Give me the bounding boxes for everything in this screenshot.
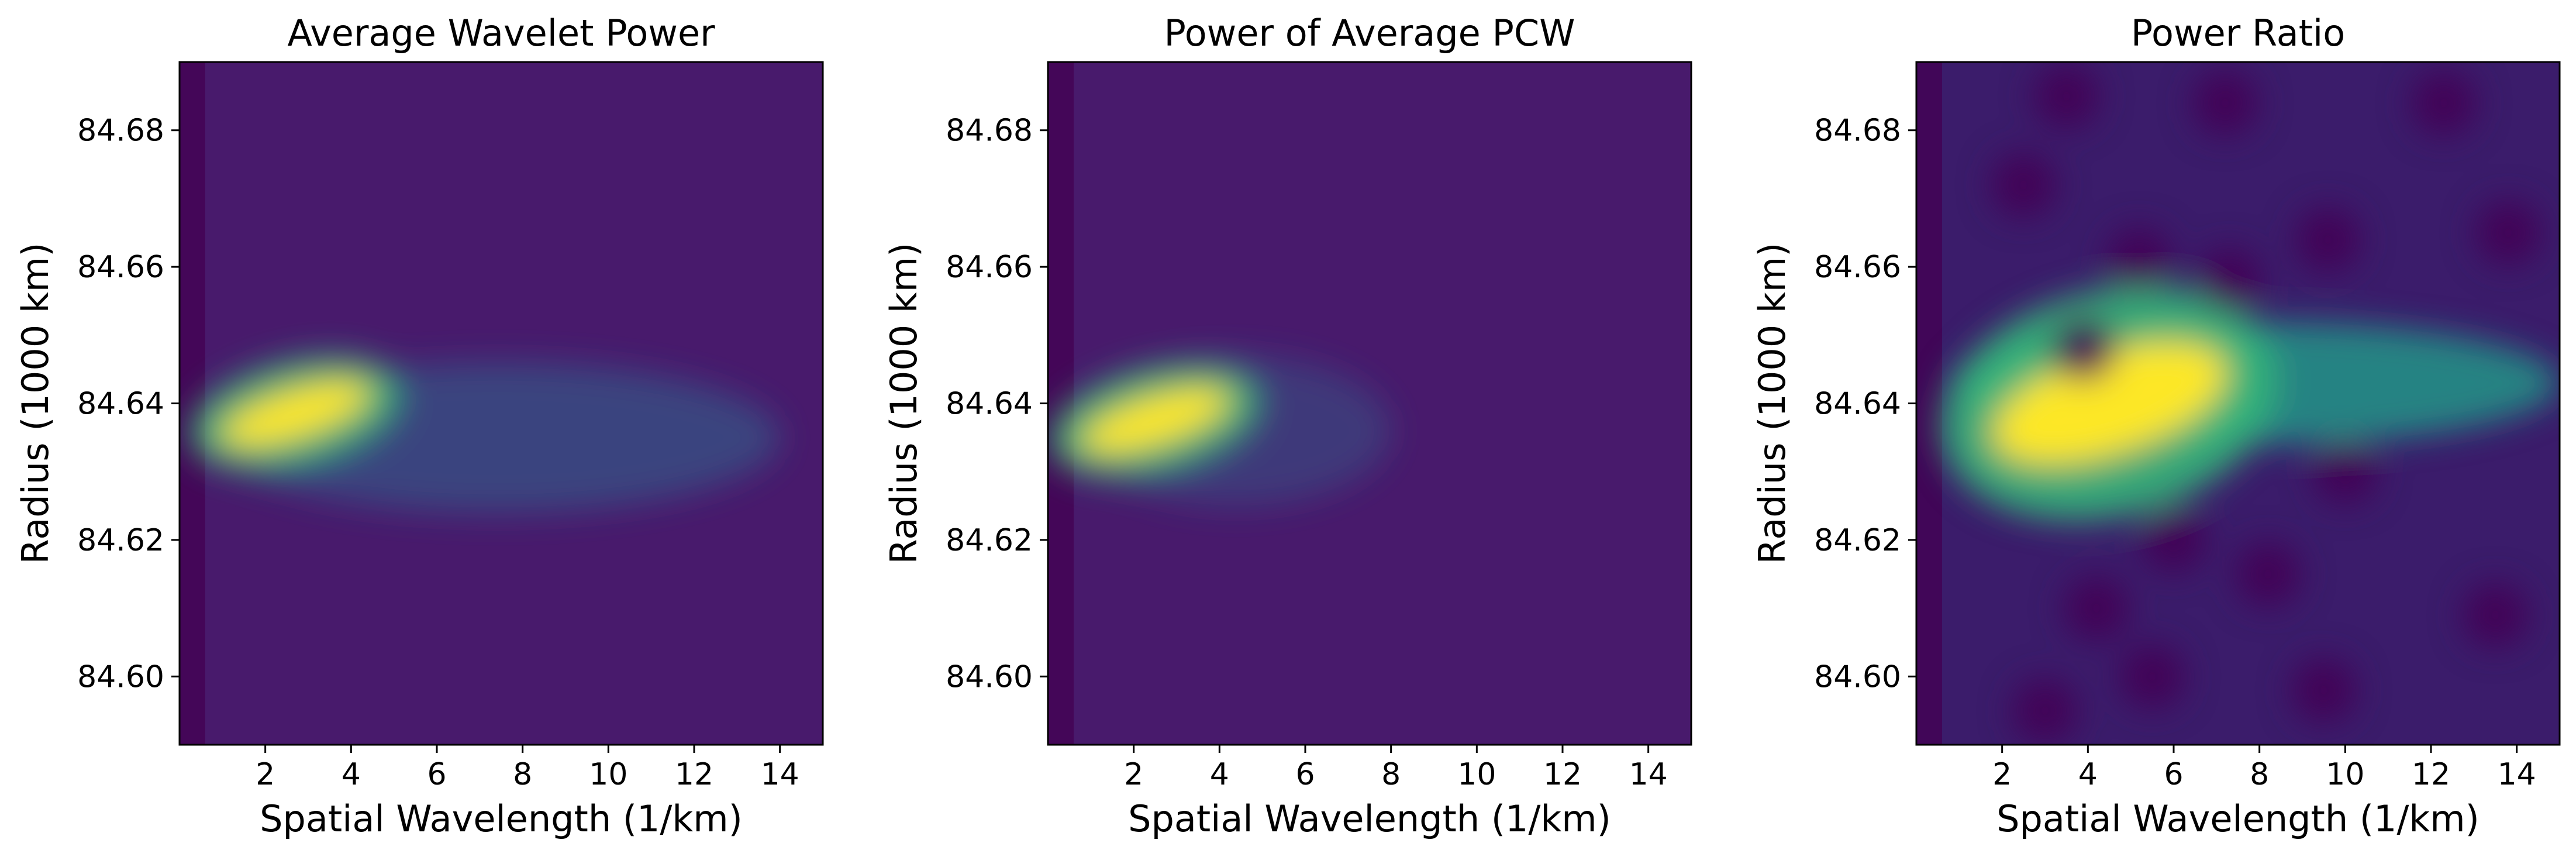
x-axis-label: Spatial Wavelength (1/km) — [260, 797, 743, 840]
y-axis-label: Radius (1000 km) — [1751, 243, 1794, 565]
y-tick-label: 84.66 — [77, 250, 164, 285]
y-tick-label: 84.68 — [1814, 113, 1901, 149]
ratio-minimum — [2291, 658, 2356, 723]
panel-3: 2 4 6 8 10 12 14 84.60 84.62 84.64 84.66 84.68 Power… — [1751, 12, 2561, 840]
x-tick-label: 14 — [761, 757, 799, 792]
peak-feature — [1081, 387, 1229, 454]
ratio-minimum — [2013, 678, 2077, 743]
x-tick-label: 12 — [1543, 757, 1582, 792]
y-tick-label: 84.64 — [1814, 387, 1901, 422]
y-tick-label: 84.64 — [946, 387, 1033, 422]
x-tick-label: 10 — [589, 757, 627, 792]
ratio-minimum — [2142, 507, 2206, 572]
y-tick-label: 84.66 — [1814, 250, 1901, 285]
x-tick-label: 10 — [1457, 757, 1496, 792]
ratio-minimum — [2313, 439, 2378, 504]
x-tick-label: 2 — [1124, 757, 1143, 792]
x-tick-label: 8 — [2250, 757, 2269, 792]
y-tick-label: 84.60 — [1814, 659, 1901, 694]
x-axis-label: Spatial Wavelength (1/km) — [1996, 797, 2480, 840]
ratio-minimum — [2296, 207, 2360, 272]
ratio-minimum — [2197, 248, 2262, 313]
panel-1: 2 4 6 8 10 12 14 84.60 84.62 84.64 84.66 84.68 Avera… — [14, 12, 824, 840]
y-axis-label: Radius (1000 km) — [882, 243, 925, 565]
x-tick-label: 2 — [256, 757, 275, 792]
ratio-minimum — [2476, 200, 2540, 265]
y-tick-label: 84.66 — [946, 250, 1033, 285]
ratio-minimum — [1991, 153, 2056, 218]
heatmap — [1048, 62, 1691, 745]
y-tick-label: 84.68 — [77, 113, 164, 149]
y-tick-label: 84.62 — [946, 523, 1033, 558]
heatmap — [1916, 62, 2560, 745]
heatmap-edge — [1048, 62, 1074, 745]
ratio-minimum — [2193, 71, 2257, 136]
chart-title: Power Ratio — [2131, 12, 2345, 54]
ratio-minimum — [2463, 583, 2527, 648]
y-tick-label: 84.60 — [77, 659, 164, 694]
x-tick-label: 14 — [2498, 757, 2536, 792]
chart-title: Average Wavelet Power — [287, 12, 715, 54]
ratio-minimum — [2236, 542, 2301, 607]
heatmap — [180, 62, 823, 745]
ratio-minimum — [2064, 576, 2129, 641]
y-tick-label: 84.68 — [946, 113, 1033, 149]
x-tick-label: 4 — [342, 757, 361, 792]
chart-title: Power of Average PCW — [1164, 12, 1575, 54]
ratio-minimum — [2412, 71, 2476, 136]
peak-feature — [1992, 342, 2227, 465]
x-tick-label: 4 — [1210, 757, 1229, 792]
x-axis-label: Spatial Wavelength (1/km) — [1128, 797, 1611, 840]
y-axis-label: Radius (1000 km) — [14, 243, 57, 565]
x-tick-label: 12 — [675, 757, 713, 792]
x-tick-label: 10 — [2326, 757, 2364, 792]
y-tick-label: 84.62 — [77, 523, 164, 558]
panel-2: 2 4 6 8 10 12 14 84.60 84.62 84.64 84.66 84.68 Power… — [882, 12, 1692, 840]
heatmap-edge — [180, 62, 205, 745]
y-tick-label: 84.64 — [77, 387, 164, 422]
x-tick-label: 6 — [1295, 757, 1315, 792]
ratio-minimum — [2120, 644, 2185, 709]
ratio-minimum — [2107, 228, 2172, 293]
x-tick-label: 6 — [2164, 757, 2183, 792]
x-tick-label: 14 — [1629, 757, 1668, 792]
ratio-minimum — [2034, 64, 2099, 129]
x-tick-label: 4 — [2078, 757, 2098, 792]
peak-feature — [221, 380, 370, 447]
y-tick-label: 84.60 — [946, 659, 1033, 694]
x-tick-label: 2 — [1992, 757, 2012, 792]
x-tick-label: 8 — [1381, 757, 1401, 792]
x-tick-label: 8 — [513, 757, 532, 792]
y-tick-label: 84.62 — [1814, 523, 1901, 558]
x-tick-label: 12 — [2412, 757, 2450, 792]
x-tick-label: 6 — [427, 757, 446, 792]
heatmap-edge — [1916, 62, 1942, 745]
ratio-minimum — [2051, 317, 2116, 381]
